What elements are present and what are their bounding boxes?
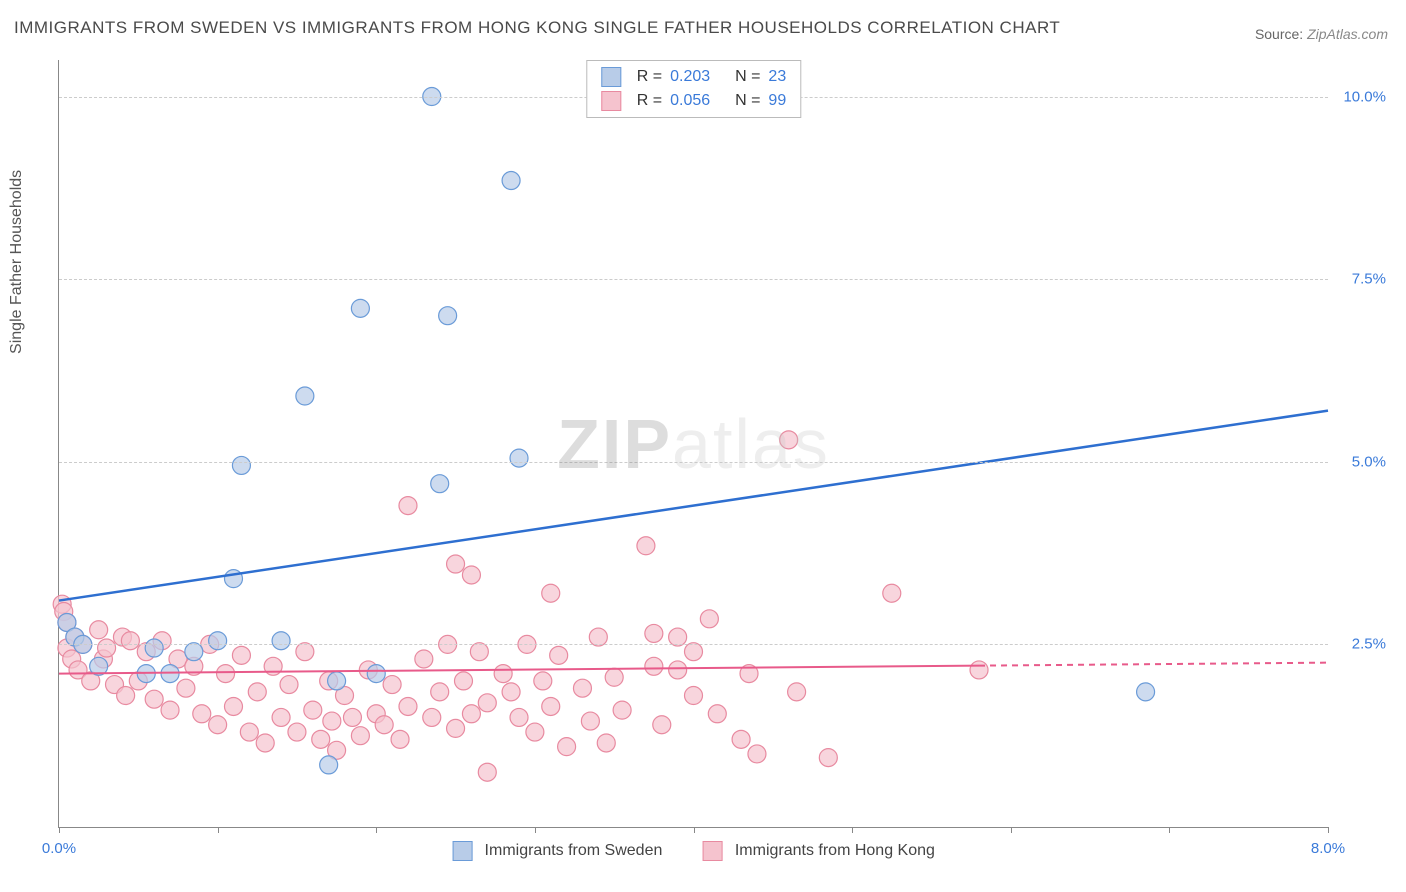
source-value: ZipAtlas.com	[1307, 26, 1388, 42]
y-axis-label: Single Father Households	[8, 170, 26, 354]
scatter-plot-svg	[59, 60, 1328, 827]
n-label: N =	[735, 65, 760, 89]
n-value-hongkong: 99	[768, 89, 786, 113]
chart-title: IMMIGRANTS FROM SWEDEN VS IMMIGRANTS FRO…	[14, 18, 1060, 38]
n-value-sweden: 23	[768, 65, 786, 89]
r-value-sweden: 0.203	[670, 65, 710, 89]
legend-label-hongkong: Immigrants from Hong Kong	[735, 842, 935, 859]
legend-item-hongkong: Immigrants from Hong Kong	[702, 841, 935, 861]
y-tick-label: 7.5%	[1336, 271, 1386, 288]
x-axis-max-label: 8.0%	[1311, 840, 1345, 857]
chart-plot-area: ZIPatlas R = 0.203 N = 23 R = 0.056 N = …	[58, 60, 1328, 828]
y-tick-label: 10.0%	[1336, 88, 1386, 105]
legend-item-sweden: Immigrants from Sweden	[452, 841, 662, 861]
source-label: Source:	[1255, 26, 1303, 42]
source-attribution: Source: ZipAtlas.com	[1255, 26, 1388, 42]
r-label: R =	[637, 65, 662, 89]
legend-swatch-hongkong-icon	[702, 841, 722, 861]
n-label: N =	[735, 89, 760, 113]
legend-swatch-sweden-icon	[452, 841, 472, 861]
series-legend: Immigrants from Sweden Immigrants from H…	[452, 841, 935, 861]
x-axis-min-label: 0.0%	[42, 840, 76, 857]
y-tick-label: 2.5%	[1336, 636, 1386, 653]
y-tick-label: 5.0%	[1336, 453, 1386, 470]
r-label: R =	[637, 89, 662, 113]
legend-swatch-hongkong	[601, 91, 621, 111]
r-value-hongkong: 0.056	[670, 89, 710, 113]
legend-swatch-sweden	[601, 67, 621, 87]
correlation-legend: R = 0.203 N = 23 R = 0.056 N = 99	[586, 60, 801, 118]
legend-label-sweden: Immigrants from Sweden	[485, 842, 663, 859]
